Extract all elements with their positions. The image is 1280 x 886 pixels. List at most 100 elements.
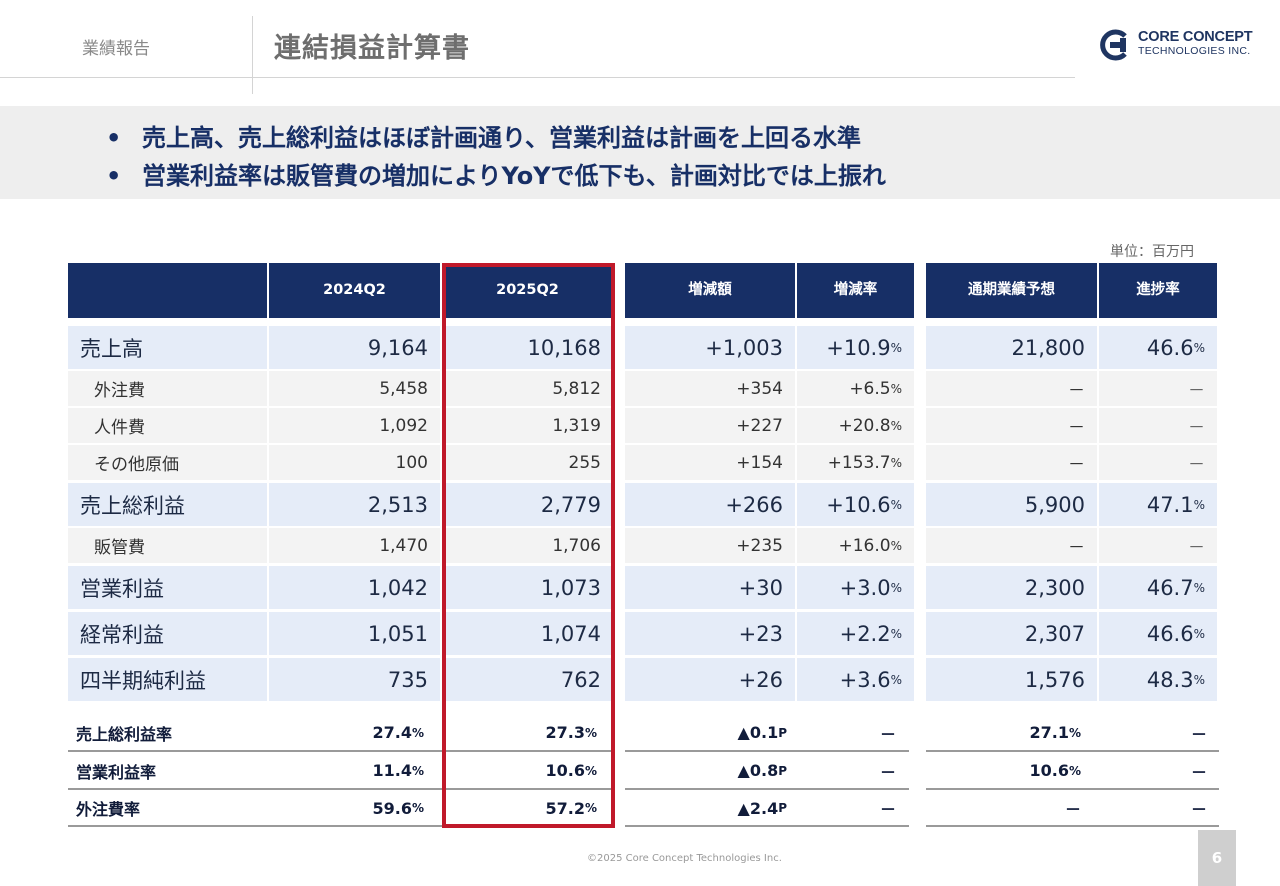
- cell-rate: +6.5%: [797, 371, 914, 406]
- cell-change: +30: [625, 566, 795, 609]
- logo-subtitle: TECHNOLOGIES INC.: [1138, 45, 1251, 57]
- cell-value: －: [1188, 538, 1205, 558]
- cell-y2025: 1,074: [442, 612, 613, 655]
- ratio-divider: [926, 825, 1219, 827]
- cell-forecast: 2,300: [926, 566, 1097, 609]
- cell-rate: +10.9%: [797, 326, 914, 369]
- cell-rate: +10.6%: [797, 483, 914, 526]
- cell-change: +266: [625, 483, 795, 526]
- cell-rate: +20.8%: [797, 408, 914, 443]
- row-label: 外注費: [68, 371, 267, 406]
- cell-y2025: 10,168: [442, 326, 613, 369]
- cell-value: +20.8: [838, 415, 891, 436]
- header-change-rate: 増減率: [797, 263, 914, 318]
- cell-forecast: 2,307: [926, 612, 1097, 655]
- ratio-progress: －: [1190, 800, 1207, 819]
- cell-rate: +16.0%: [797, 528, 914, 563]
- cell-progress: 46.6%: [1099, 326, 1217, 369]
- cell-value: ▲2.4: [737, 798, 779, 818]
- header-2025-q2: 2025 Q2: [442, 263, 613, 318]
- header-year: 2025: [496, 281, 537, 298]
- cell-change: +235: [625, 528, 795, 563]
- cell-value: ▲0.8: [737, 761, 779, 780]
- ratio-y2025: 57.2%: [442, 790, 613, 826]
- summary-banner: • 売上高、売上総利益はほぼ計画通り、営業利益は計画を上回る水準 • 営業利益率は販…: [0, 106, 1280, 199]
- row-label: その他原価: [68, 445, 267, 480]
- cell-value: －: [1188, 418, 1205, 438]
- ratio-divider: [926, 788, 1219, 790]
- percent-unit: %: [584, 801, 597, 815]
- percent-unit: %: [584, 725, 597, 740]
- ratio-divider: [625, 750, 909, 752]
- percent-unit: %: [890, 381, 902, 396]
- unit-label: 単位：百万円: [1110, 244, 1194, 260]
- header-quarter: Q2: [536, 281, 559, 298]
- percent-unit: %: [890, 455, 902, 470]
- row-label: 四半期純利益: [68, 658, 267, 701]
- percent-unit: %: [890, 538, 902, 553]
- summary-bullet-text: 売上高、売上総利益はほぼ計画通り、営業利益は計画を上回る水準: [142, 124, 862, 152]
- cell-rate: +3.0%: [797, 566, 914, 609]
- percent-unit: %: [890, 672, 902, 687]
- percent-unit: %: [890, 418, 902, 433]
- cell-value: －: [1064, 800, 1081, 819]
- header-2024-q2: 2024 Q2: [269, 263, 440, 318]
- ratio-forecast: 10.6%: [926, 752, 1097, 789]
- logo-mark-icon: [1100, 29, 1127, 61]
- cell-value: ▲0.1: [737, 723, 779, 742]
- cell-y2024: 5,458: [269, 371, 440, 406]
- cell-value: 48.3: [1146, 667, 1194, 692]
- percent-unit: %: [411, 801, 424, 815]
- row-label: 人件費: [68, 408, 267, 443]
- cell-value: +16.0: [838, 535, 891, 556]
- row-label: 営業利益: [68, 566, 267, 609]
- header-progress: 進捗率: [1099, 263, 1217, 318]
- cell-value: 46.7: [1146, 575, 1194, 600]
- ratio-label: 売上総利益率: [76, 724, 173, 744]
- cell-change: +23: [625, 612, 795, 655]
- cell-rate: +153.7%: [797, 445, 914, 480]
- cell-value: 46.6: [1146, 335, 1194, 360]
- summary-bullet: • 営業利益率は販管費の増加によりYoYで低下も、計画対比では上振れ: [106, 156, 886, 191]
- percent-unit: %: [1193, 340, 1205, 355]
- ratio-forecast: －: [926, 790, 1097, 826]
- cell-value: +153.7: [827, 452, 891, 473]
- summary-bullet-text: 営業利益率は販管費の増加によりYoYで低下も、計画対比では上振れ: [142, 162, 886, 190]
- percent-unit: %: [890, 497, 902, 512]
- header-divider: [252, 16, 253, 94]
- company-logo: CORE CONCEPT TECHNOLOGIES INC.: [1098, 26, 1268, 64]
- cell-progress: －: [1099, 445, 1217, 480]
- ratio-divider: [625, 825, 909, 827]
- ratio-divider: [68, 788, 613, 790]
- cell-y2024: 1,470: [269, 528, 440, 563]
- cell-y2024: 735: [269, 658, 440, 701]
- points-unit: P: [778, 725, 787, 740]
- cell-value: 10.6: [1029, 761, 1069, 780]
- ratio-divider: [68, 825, 613, 827]
- cell-value: 47.1: [1146, 492, 1194, 517]
- current-quarter-highlight: [442, 263, 615, 828]
- ratio-change: ▲0.8 P: [625, 752, 795, 789]
- cell-forecast: －: [926, 408, 1097, 443]
- percent-unit: %: [890, 580, 902, 595]
- copyright: ©2025 Core Concept Technologies Inc.: [587, 853, 782, 864]
- ratio-divider: [625, 788, 909, 790]
- cell-y2025: 1,319: [442, 408, 613, 443]
- cell-y2024: 100: [269, 445, 440, 480]
- cell-value: 10.6: [545, 761, 585, 780]
- cell-value: +3.6: [839, 667, 891, 692]
- cell-progress: 47.1%: [1099, 483, 1217, 526]
- percent-unit: %: [890, 626, 902, 641]
- row-label: 販管費: [68, 528, 267, 563]
- cell-y2025: 255: [442, 445, 613, 480]
- page-number: 6: [1198, 830, 1236, 886]
- ratio-label: 営業利益率: [76, 762, 157, 782]
- section-label: 業績報告: [82, 39, 150, 59]
- cell-value: +6.5: [849, 378, 891, 399]
- cell-change: +154: [625, 445, 795, 480]
- points-unit: P: [778, 801, 787, 815]
- cell-y2025: 1,073: [442, 566, 613, 609]
- cell-progress: －: [1099, 528, 1217, 563]
- percent-unit: %: [1068, 725, 1081, 740]
- cell-forecast: 1,576: [926, 658, 1097, 701]
